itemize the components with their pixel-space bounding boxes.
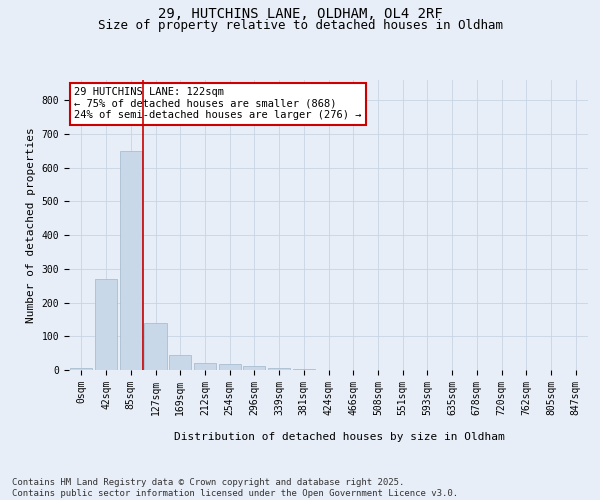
Bar bbox=[169, 355, 191, 370]
Text: Size of property relative to detached houses in Oldham: Size of property relative to detached ho… bbox=[97, 19, 503, 32]
Bar bbox=[293, 369, 315, 370]
Text: Contains HM Land Registry data © Crown copyright and database right 2025.
Contai: Contains HM Land Registry data © Crown c… bbox=[12, 478, 458, 498]
Text: Distribution of detached houses by size in Oldham: Distribution of detached houses by size … bbox=[173, 432, 505, 442]
Text: 29, HUTCHINS LANE, OLDHAM, OL4 2RF: 29, HUTCHINS LANE, OLDHAM, OL4 2RF bbox=[158, 8, 442, 22]
Text: 29 HUTCHINS LANE: 122sqm
← 75% of detached houses are smaller (868)
24% of semi-: 29 HUTCHINS LANE: 122sqm ← 75% of detach… bbox=[74, 87, 362, 120]
Bar bbox=[194, 364, 216, 370]
Bar bbox=[70, 368, 92, 370]
Bar bbox=[243, 366, 265, 370]
Bar bbox=[119, 151, 142, 370]
Bar bbox=[95, 279, 117, 370]
Bar bbox=[218, 364, 241, 370]
Bar bbox=[145, 323, 167, 370]
Y-axis label: Number of detached properties: Number of detached properties bbox=[26, 127, 36, 323]
Bar bbox=[268, 368, 290, 370]
